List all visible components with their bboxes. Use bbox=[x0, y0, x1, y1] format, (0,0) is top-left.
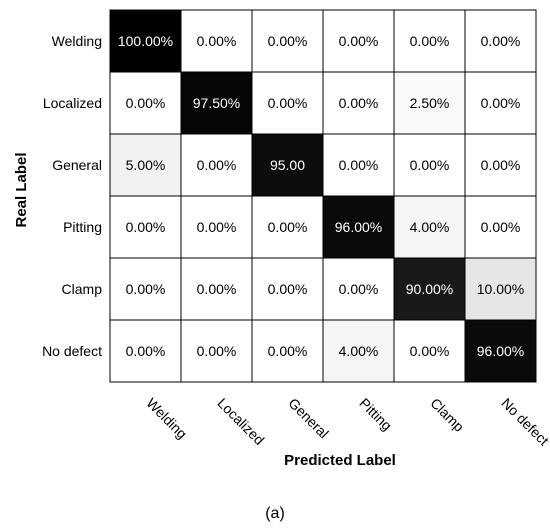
cell-value-label: 96.00% bbox=[335, 219, 382, 235]
matrix-cell bbox=[109, 9, 182, 73]
matrix-cell bbox=[464, 9, 537, 73]
row-tick-label: Localized bbox=[43, 95, 102, 111]
cell-value-label: 0.00% bbox=[268, 281, 308, 297]
column-tick-label: General bbox=[285, 395, 332, 442]
matrix-cell bbox=[109, 195, 182, 259]
cell-value-label: 0.00% bbox=[339, 157, 379, 173]
matrix-cell bbox=[322, 257, 395, 321]
cell-value-label: 0.00% bbox=[268, 219, 308, 235]
matrix-cell bbox=[251, 195, 324, 259]
cell-value-label: 0.00% bbox=[410, 157, 450, 173]
matrix-cell bbox=[393, 257, 466, 321]
row-tick-label: No defect bbox=[42, 343, 102, 359]
matrix-cell bbox=[109, 257, 182, 321]
matrix-cell bbox=[251, 257, 324, 321]
column-tick-label: Localized bbox=[214, 395, 267, 448]
cell-value-label: 0.00% bbox=[126, 219, 166, 235]
cell-value-label: 0.00% bbox=[339, 95, 379, 111]
matrix-cell bbox=[180, 195, 253, 259]
row-tick-label: Welding bbox=[52, 33, 102, 49]
matrix-cell bbox=[322, 9, 395, 73]
row-tick-label: Clamp bbox=[62, 281, 103, 297]
matrix-cell bbox=[322, 133, 395, 197]
column-tick-label: Clamp bbox=[427, 395, 467, 435]
matrix-cells: 100.00% 0.00% 0.00% 0.00% 0.00% 0.00% 0.00% 97.… bbox=[109, 9, 537, 383]
column-tick-labels: Welding Localized General Pitting Clamp No de… bbox=[143, 395, 550, 449]
cell-value-label: 0.00% bbox=[481, 95, 521, 111]
cell-value-label: 0.00% bbox=[268, 33, 308, 49]
row-tick-label: Pitting bbox=[63, 219, 102, 235]
matrix-cell bbox=[464, 257, 537, 321]
row-tick-labels: Welding Localized General Pitting Clamp No de… bbox=[42, 33, 102, 359]
column-tick-label: No defect bbox=[498, 395, 550, 449]
matrix-cell bbox=[180, 71, 253, 135]
cell-value-label: 0.00% bbox=[197, 343, 237, 359]
matrix-cell bbox=[464, 319, 537, 383]
cell-value-label: 0.00% bbox=[268, 343, 308, 359]
cell-value-label: 97.50% bbox=[193, 95, 240, 111]
y-axis-label: Real Label bbox=[13, 152, 30, 227]
matrix-cell bbox=[180, 9, 253, 73]
cell-value-label: 0.00% bbox=[481, 33, 521, 49]
cell-value-label: 0.00% bbox=[197, 281, 237, 297]
cell-value-label: 0.00% bbox=[339, 281, 379, 297]
cell-value-label: 2.50% bbox=[410, 95, 450, 111]
cell-value-label: 0.00% bbox=[197, 219, 237, 235]
cell-value-label: 95.00 bbox=[270, 157, 305, 173]
cell-value-label: 0.00% bbox=[410, 33, 450, 49]
cell-value-label: 4.00% bbox=[410, 219, 450, 235]
column-tick-label: Welding bbox=[143, 395, 190, 442]
matrix-cell bbox=[393, 133, 466, 197]
matrix-cell bbox=[464, 195, 537, 259]
cell-value-label: 96.00% bbox=[477, 343, 524, 359]
cell-value-label: 0.00% bbox=[126, 343, 166, 359]
matrix-cell bbox=[464, 133, 537, 197]
cell-value-label: 0.00% bbox=[481, 157, 521, 173]
cell-value-label: 5.00% bbox=[126, 157, 166, 173]
cell-value-label: 0.00% bbox=[339, 33, 379, 49]
cell-value-label: 4.00% bbox=[339, 343, 379, 359]
matrix-cell bbox=[393, 319, 466, 383]
x-axis-label: Predicted Label bbox=[284, 452, 396, 469]
matrix-cell bbox=[180, 133, 253, 197]
cell-value-label: 0.00% bbox=[481, 219, 521, 235]
cell-value-label: 0.00% bbox=[410, 343, 450, 359]
matrix-cell bbox=[322, 195, 395, 259]
cell-value-label: 100.00% bbox=[118, 33, 173, 49]
cell-value-label: 0.00% bbox=[126, 95, 166, 111]
cell-value-label: 90.00% bbox=[406, 281, 453, 297]
cell-value-label: 0.00% bbox=[268, 95, 308, 111]
cell-value-label: 0.00% bbox=[197, 157, 237, 173]
cell-value-label: 0.00% bbox=[197, 33, 237, 49]
matrix-cell bbox=[322, 71, 395, 135]
figure-caption: (a) bbox=[265, 505, 285, 522]
matrix-cell bbox=[251, 9, 324, 73]
cell-value-label: 10.00% bbox=[477, 281, 524, 297]
matrix-cell bbox=[109, 319, 182, 383]
column-tick-label: Pitting bbox=[356, 395, 395, 434]
matrix-cell bbox=[464, 71, 537, 135]
row-tick-label: General bbox=[52, 157, 102, 173]
cell-value-label: 0.00% bbox=[126, 281, 166, 297]
matrix-cell bbox=[322, 319, 395, 383]
matrix-cell bbox=[393, 195, 466, 259]
